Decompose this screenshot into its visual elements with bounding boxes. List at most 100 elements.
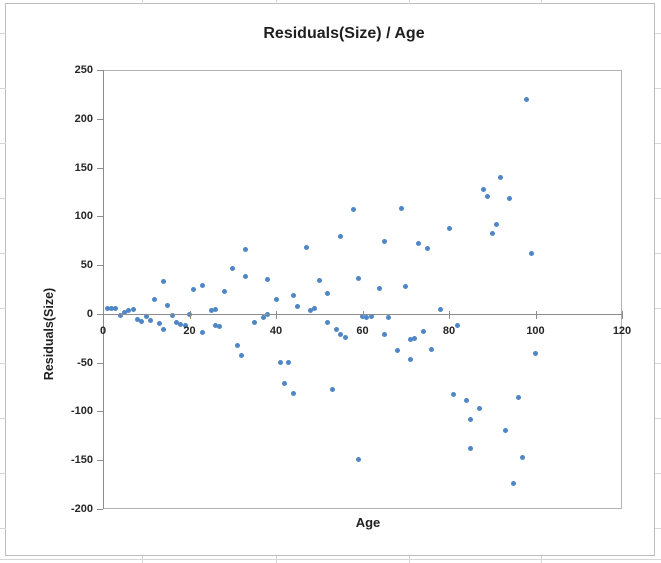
data-point[interactable] — [238, 353, 244, 359]
data-point[interactable] — [130, 306, 136, 312]
data-point[interactable] — [117, 313, 123, 319]
data-point[interactable] — [476, 406, 482, 412]
data-point[interactable] — [139, 319, 145, 325]
data-point[interactable] — [234, 342, 240, 348]
data-point[interactable] — [325, 290, 331, 296]
data-point[interactable] — [113, 305, 119, 311]
data-point[interactable] — [152, 296, 158, 302]
data-point[interactable] — [178, 322, 184, 328]
data-point[interactable] — [351, 207, 357, 212]
data-point[interactable] — [468, 416, 474, 422]
data-point[interactable] — [286, 360, 292, 366]
data-point[interactable] — [161, 326, 167, 332]
data-point[interactable] — [217, 324, 223, 330]
data-point[interactable] — [208, 308, 214, 314]
data-point[interactable] — [251, 320, 257, 326]
data-point[interactable] — [437, 306, 443, 312]
data-point[interactable] — [182, 323, 188, 329]
data-point[interactable] — [342, 334, 348, 340]
data-point[interactable] — [455, 323, 461, 329]
data-point[interactable] — [498, 174, 504, 180]
data-point[interactable] — [135, 317, 141, 323]
data-point[interactable] — [143, 314, 149, 320]
data-point[interactable] — [416, 241, 422, 247]
chart-frame[interactable]: Residuals(Size) / Age Residuals(Size) Ag… — [5, 3, 655, 556]
data-point[interactable] — [303, 245, 309, 251]
data-point[interactable] — [494, 221, 500, 227]
data-point[interactable] — [450, 392, 456, 398]
data-point[interactable] — [191, 287, 197, 292]
data-point[interactable] — [290, 391, 296, 397]
data-point[interactable] — [515, 395, 521, 401]
data-point[interactable] — [174, 320, 180, 326]
data-point[interactable] — [511, 481, 517, 487]
data-point[interactable] — [199, 283, 205, 289]
data-point[interactable] — [394, 348, 400, 354]
y-axis-line — [103, 70, 104, 509]
data-point[interactable] — [126, 308, 132, 314]
data-point[interactable] — [489, 231, 495, 237]
data-point[interactable] — [169, 313, 175, 319]
data-point[interactable] — [407, 336, 413, 342]
data-point[interactable] — [329, 387, 335, 393]
data-point[interactable] — [524, 96, 530, 102]
data-point[interactable] — [104, 305, 110, 311]
data-point[interactable] — [230, 265, 236, 271]
data-point[interactable] — [148, 318, 154, 324]
data-point[interactable] — [212, 306, 218, 312]
data-point[interactable] — [308, 308, 314, 314]
data-point[interactable] — [212, 323, 218, 329]
data-point[interactable] — [429, 347, 435, 353]
data-point[interactable] — [122, 310, 128, 316]
data-point[interactable] — [481, 186, 487, 192]
data-point[interactable] — [161, 279, 167, 285]
data-point[interactable] — [290, 292, 296, 298]
data-point[interactable] — [264, 277, 270, 283]
data-point[interactable] — [533, 351, 538, 357]
data-point[interactable] — [446, 225, 452, 231]
data-point[interactable] — [355, 276, 361, 282]
data-point[interactable] — [338, 234, 344, 240]
data-point[interactable] — [109, 305, 115, 311]
data-point[interactable] — [221, 288, 227, 294]
sheet-gridline-row — [0, 253, 6, 254]
data-point[interactable] — [528, 250, 534, 256]
data-point[interactable] — [334, 326, 340, 332]
data-point[interactable] — [385, 315, 391, 321]
data-point[interactable] — [282, 380, 288, 386]
sheet-gridline-row — [655, 363, 661, 364]
data-point[interactable] — [381, 239, 387, 245]
data-point[interactable] — [277, 360, 283, 366]
data-point[interactable] — [424, 246, 430, 252]
data-point[interactable] — [520, 454, 526, 460]
data-point[interactable] — [485, 194, 491, 200]
data-point[interactable] — [398, 206, 404, 212]
data-point[interactable] — [364, 315, 370, 321]
data-point[interactable] — [316, 278, 322, 284]
data-point[interactable] — [243, 247, 249, 252]
data-point[interactable] — [325, 320, 331, 326]
data-point[interactable] — [407, 357, 413, 363]
data-point[interactable] — [273, 296, 279, 302]
data-point[interactable] — [312, 305, 318, 311]
data-point[interactable] — [295, 303, 301, 309]
data-point[interactable] — [411, 335, 417, 341]
data-point[interactable] — [507, 196, 513, 202]
data-point[interactable] — [156, 321, 162, 327]
data-point[interactable] — [355, 456, 361, 462]
data-point[interactable] — [502, 428, 508, 434]
data-point[interactable] — [463, 398, 469, 404]
data-point[interactable] — [260, 315, 266, 321]
data-point[interactable] — [368, 314, 374, 320]
data-point[interactable] — [381, 331, 387, 337]
data-point[interactable] — [377, 286, 383, 292]
data-point[interactable] — [243, 274, 249, 280]
data-point[interactable] — [165, 302, 171, 308]
y-tick-label: -50 — [77, 356, 93, 369]
data-point[interactable] — [338, 331, 344, 337]
data-point[interactable] — [403, 284, 409, 290]
y-tick-mark — [97, 118, 103, 120]
data-point[interactable] — [420, 328, 426, 334]
data-point[interactable] — [199, 329, 205, 335]
data-point[interactable] — [468, 446, 474, 451]
